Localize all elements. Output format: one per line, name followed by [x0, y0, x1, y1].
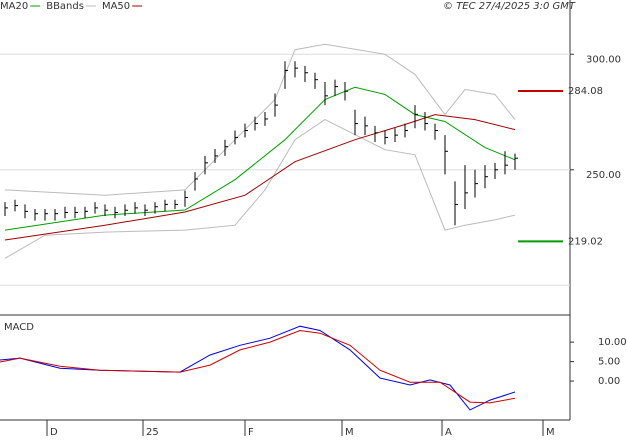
- bband-upper: [4, 43, 516, 196]
- moving-average: [4, 86, 516, 231]
- x-tick-label: M: [345, 427, 354, 438]
- macd-title: MACD: [4, 322, 34, 333]
- legend-label: MA50: [102, 1, 130, 12]
- moving-average: [4, 114, 516, 241]
- x-tick-label: M: [546, 427, 555, 438]
- legend-label: MA20: [0, 1, 28, 12]
- y-tick-label: 300.00: [586, 54, 621, 65]
- level-label: 284.08: [568, 86, 603, 97]
- x-tick-label: A: [445, 427, 452, 438]
- y-tick-label: 10.00: [598, 337, 627, 348]
- macd-line: [0, 329, 516, 404]
- y-tick-label: 5.00: [598, 357, 620, 368]
- x-tick-label: D: [50, 427, 58, 438]
- y-tick-label: 0.00: [598, 376, 620, 387]
- x-tick-label: 25: [146, 427, 159, 438]
- legend-label: BBands: [46, 1, 84, 12]
- credit: © TEC 27/4/2025 3:0 GMT: [443, 1, 576, 12]
- x-tick-label: F: [248, 427, 254, 438]
- y-tick-label: 250.00: [586, 170, 621, 181]
- bband-lower: [4, 119, 516, 259]
- level-label: 219.02: [568, 236, 603, 247]
